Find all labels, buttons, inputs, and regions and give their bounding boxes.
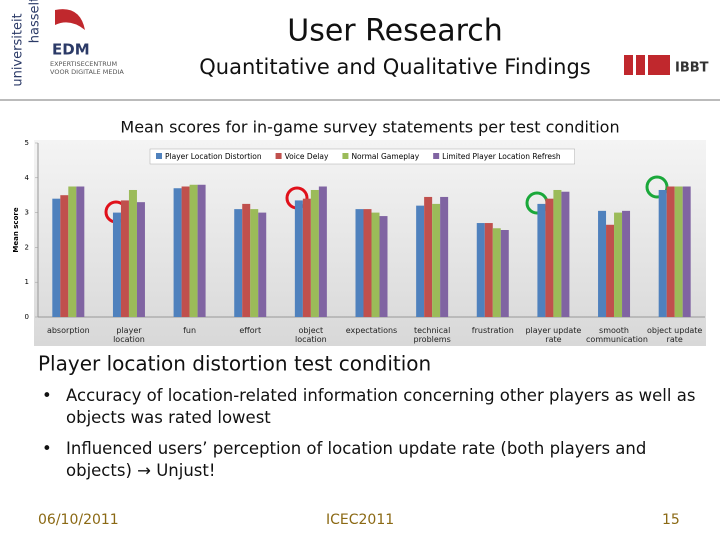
bar bbox=[492, 228, 501, 317]
bar bbox=[674, 186, 683, 317]
bar bbox=[234, 209, 243, 317]
bar bbox=[553, 189, 562, 317]
logo-text: IBBT bbox=[675, 61, 709, 76]
bar bbox=[310, 189, 319, 317]
bar bbox=[136, 202, 145, 317]
bullet: Influenced users’ perception of location… bbox=[30, 438, 706, 482]
x-tick-label: effort bbox=[239, 326, 262, 335]
bar bbox=[189, 184, 198, 317]
legend-label: Player Location Distortion bbox=[165, 152, 262, 161]
bar bbox=[242, 203, 251, 317]
logo-shape bbox=[55, 9, 85, 30]
legend-label: Voice Delay bbox=[285, 152, 329, 161]
bar bbox=[302, 198, 311, 317]
logo-shape bbox=[636, 55, 645, 75]
logo-text: EDM bbox=[52, 41, 90, 59]
bar bbox=[68, 186, 77, 317]
y-tick-label: 1 bbox=[25, 278, 29, 286]
bar bbox=[76, 186, 85, 317]
bar bbox=[52, 198, 61, 317]
section-heading: Player location distortion test conditio… bbox=[38, 352, 431, 376]
bar bbox=[318, 186, 327, 317]
bar bbox=[258, 212, 267, 317]
slide-title: User Research bbox=[287, 14, 503, 49]
bar bbox=[112, 212, 121, 317]
logo-text: universiteit bbox=[11, 13, 26, 86]
bar bbox=[363, 209, 372, 317]
logo-text: hasselt bbox=[28, 0, 43, 43]
legend-box bbox=[149, 148, 575, 165]
bar bbox=[173, 188, 182, 317]
bar bbox=[561, 191, 570, 317]
bar bbox=[371, 212, 380, 317]
bar bbox=[120, 200, 129, 317]
bar bbox=[598, 210, 607, 317]
x-tick-label: object update rate bbox=[646, 326, 703, 344]
x-tick-label: smooth communication bbox=[586, 326, 648, 344]
y-tick-label: 3 bbox=[25, 209, 29, 217]
x-tick-label: fun bbox=[183, 326, 197, 335]
footer-date: 06/10/2011 bbox=[38, 512, 119, 528]
bar bbox=[294, 200, 303, 317]
bar bbox=[537, 203, 546, 317]
bar bbox=[440, 196, 449, 317]
logo-shape bbox=[624, 55, 633, 75]
bar bbox=[476, 223, 485, 317]
x-tick-label: absorption bbox=[46, 326, 90, 335]
bar bbox=[355, 209, 364, 317]
y-tick-label: 0 bbox=[25, 313, 29, 321]
bar bbox=[60, 195, 69, 317]
x-tick-label: object location bbox=[294, 326, 327, 344]
bar bbox=[614, 212, 623, 317]
y-tick-label: 5 bbox=[25, 139, 29, 147]
bar bbox=[432, 203, 441, 317]
bar bbox=[658, 189, 667, 317]
x-tick-label: technical problems bbox=[413, 326, 451, 344]
bar bbox=[622, 210, 631, 317]
slide-subtitle: Quantitative and Qualitative Findings bbox=[199, 55, 590, 79]
bar bbox=[416, 205, 425, 317]
bar bbox=[181, 186, 190, 317]
x-tick-label: frustration bbox=[471, 326, 514, 335]
bar bbox=[197, 184, 206, 317]
legend-swatch bbox=[433, 153, 440, 159]
footer-event: ICEC2011 bbox=[326, 512, 395, 528]
bar bbox=[500, 230, 509, 317]
logo-shape bbox=[648, 55, 670, 75]
bar bbox=[424, 196, 433, 317]
bullet: Accuracy of location-related information… bbox=[30, 385, 706, 429]
legend-swatch bbox=[342, 153, 349, 159]
legend-label: Limited Player Location Refresh bbox=[442, 152, 561, 161]
bar bbox=[250, 209, 259, 317]
legend-swatch bbox=[275, 153, 282, 159]
bar bbox=[484, 223, 493, 317]
bar bbox=[606, 224, 615, 317]
logo-text: VOOR DIGITALE MEDIA bbox=[50, 68, 124, 76]
y-tick-label: 4 bbox=[25, 174, 30, 182]
y-axis-label: Mean score bbox=[12, 207, 20, 252]
bar bbox=[128, 189, 137, 317]
bar bbox=[379, 216, 388, 317]
logo-text: EXPERTISECENTRUM bbox=[50, 60, 117, 68]
y-tick-label: 2 bbox=[25, 243, 29, 251]
legend-label: Normal Gameplay bbox=[351, 152, 419, 161]
x-tick-label: expectations bbox=[345, 326, 398, 335]
legend-swatch bbox=[156, 153, 162, 159]
x-tick-label: player location bbox=[113, 326, 145, 344]
chart-title: Mean scores for in-game survey statement… bbox=[120, 118, 619, 137]
page-number: 15 bbox=[662, 512, 680, 528]
x-tick-label: player update rate bbox=[525, 326, 582, 344]
bar bbox=[682, 186, 691, 317]
bar bbox=[545, 198, 554, 317]
bar bbox=[666, 186, 675, 317]
